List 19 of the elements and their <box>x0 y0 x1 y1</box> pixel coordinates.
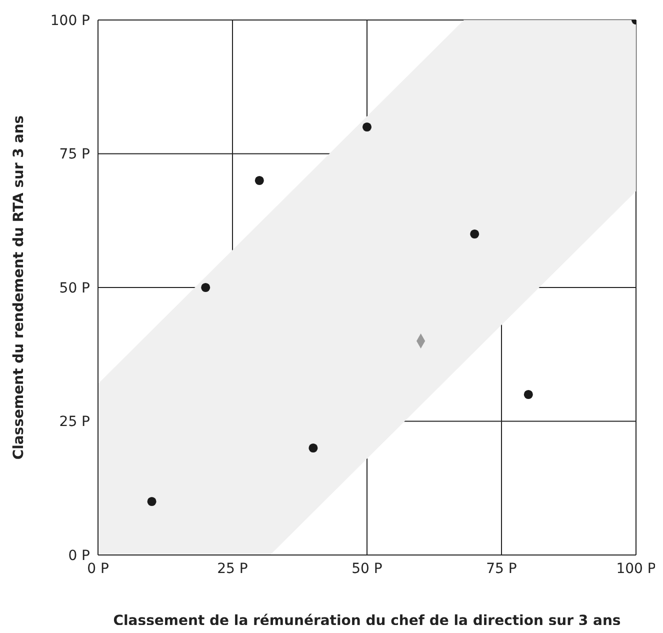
point <box>470 229 480 239</box>
y-tick-label: 25 P <box>59 414 90 430</box>
point <box>147 496 156 506</box>
x-tick-label: 50 P <box>352 560 382 577</box>
y-tick-label: 0 P <box>68 548 90 564</box>
x-tick-label: 0 P <box>87 560 109 577</box>
y-tick-label: 50 P <box>59 280 90 296</box>
x-tick-label: 25 P <box>217 560 248 577</box>
y-axis-title: Classement du rendement du RTA sur 3 ans <box>10 115 27 460</box>
y-tick-label: 75 P <box>59 146 90 163</box>
x-axis-title: Classement de la rémunération du chef de la direction sur 3 ans <box>113 613 621 629</box>
point <box>254 176 264 186</box>
point <box>524 390 533 400</box>
x-tick-label: 75 P <box>486 560 517 577</box>
point <box>362 122 372 132</box>
point <box>308 443 318 453</box>
point <box>201 282 210 292</box>
x-tick-label: 100 P <box>616 560 656 577</box>
y-tick-label: 100 P <box>50 12 90 29</box>
